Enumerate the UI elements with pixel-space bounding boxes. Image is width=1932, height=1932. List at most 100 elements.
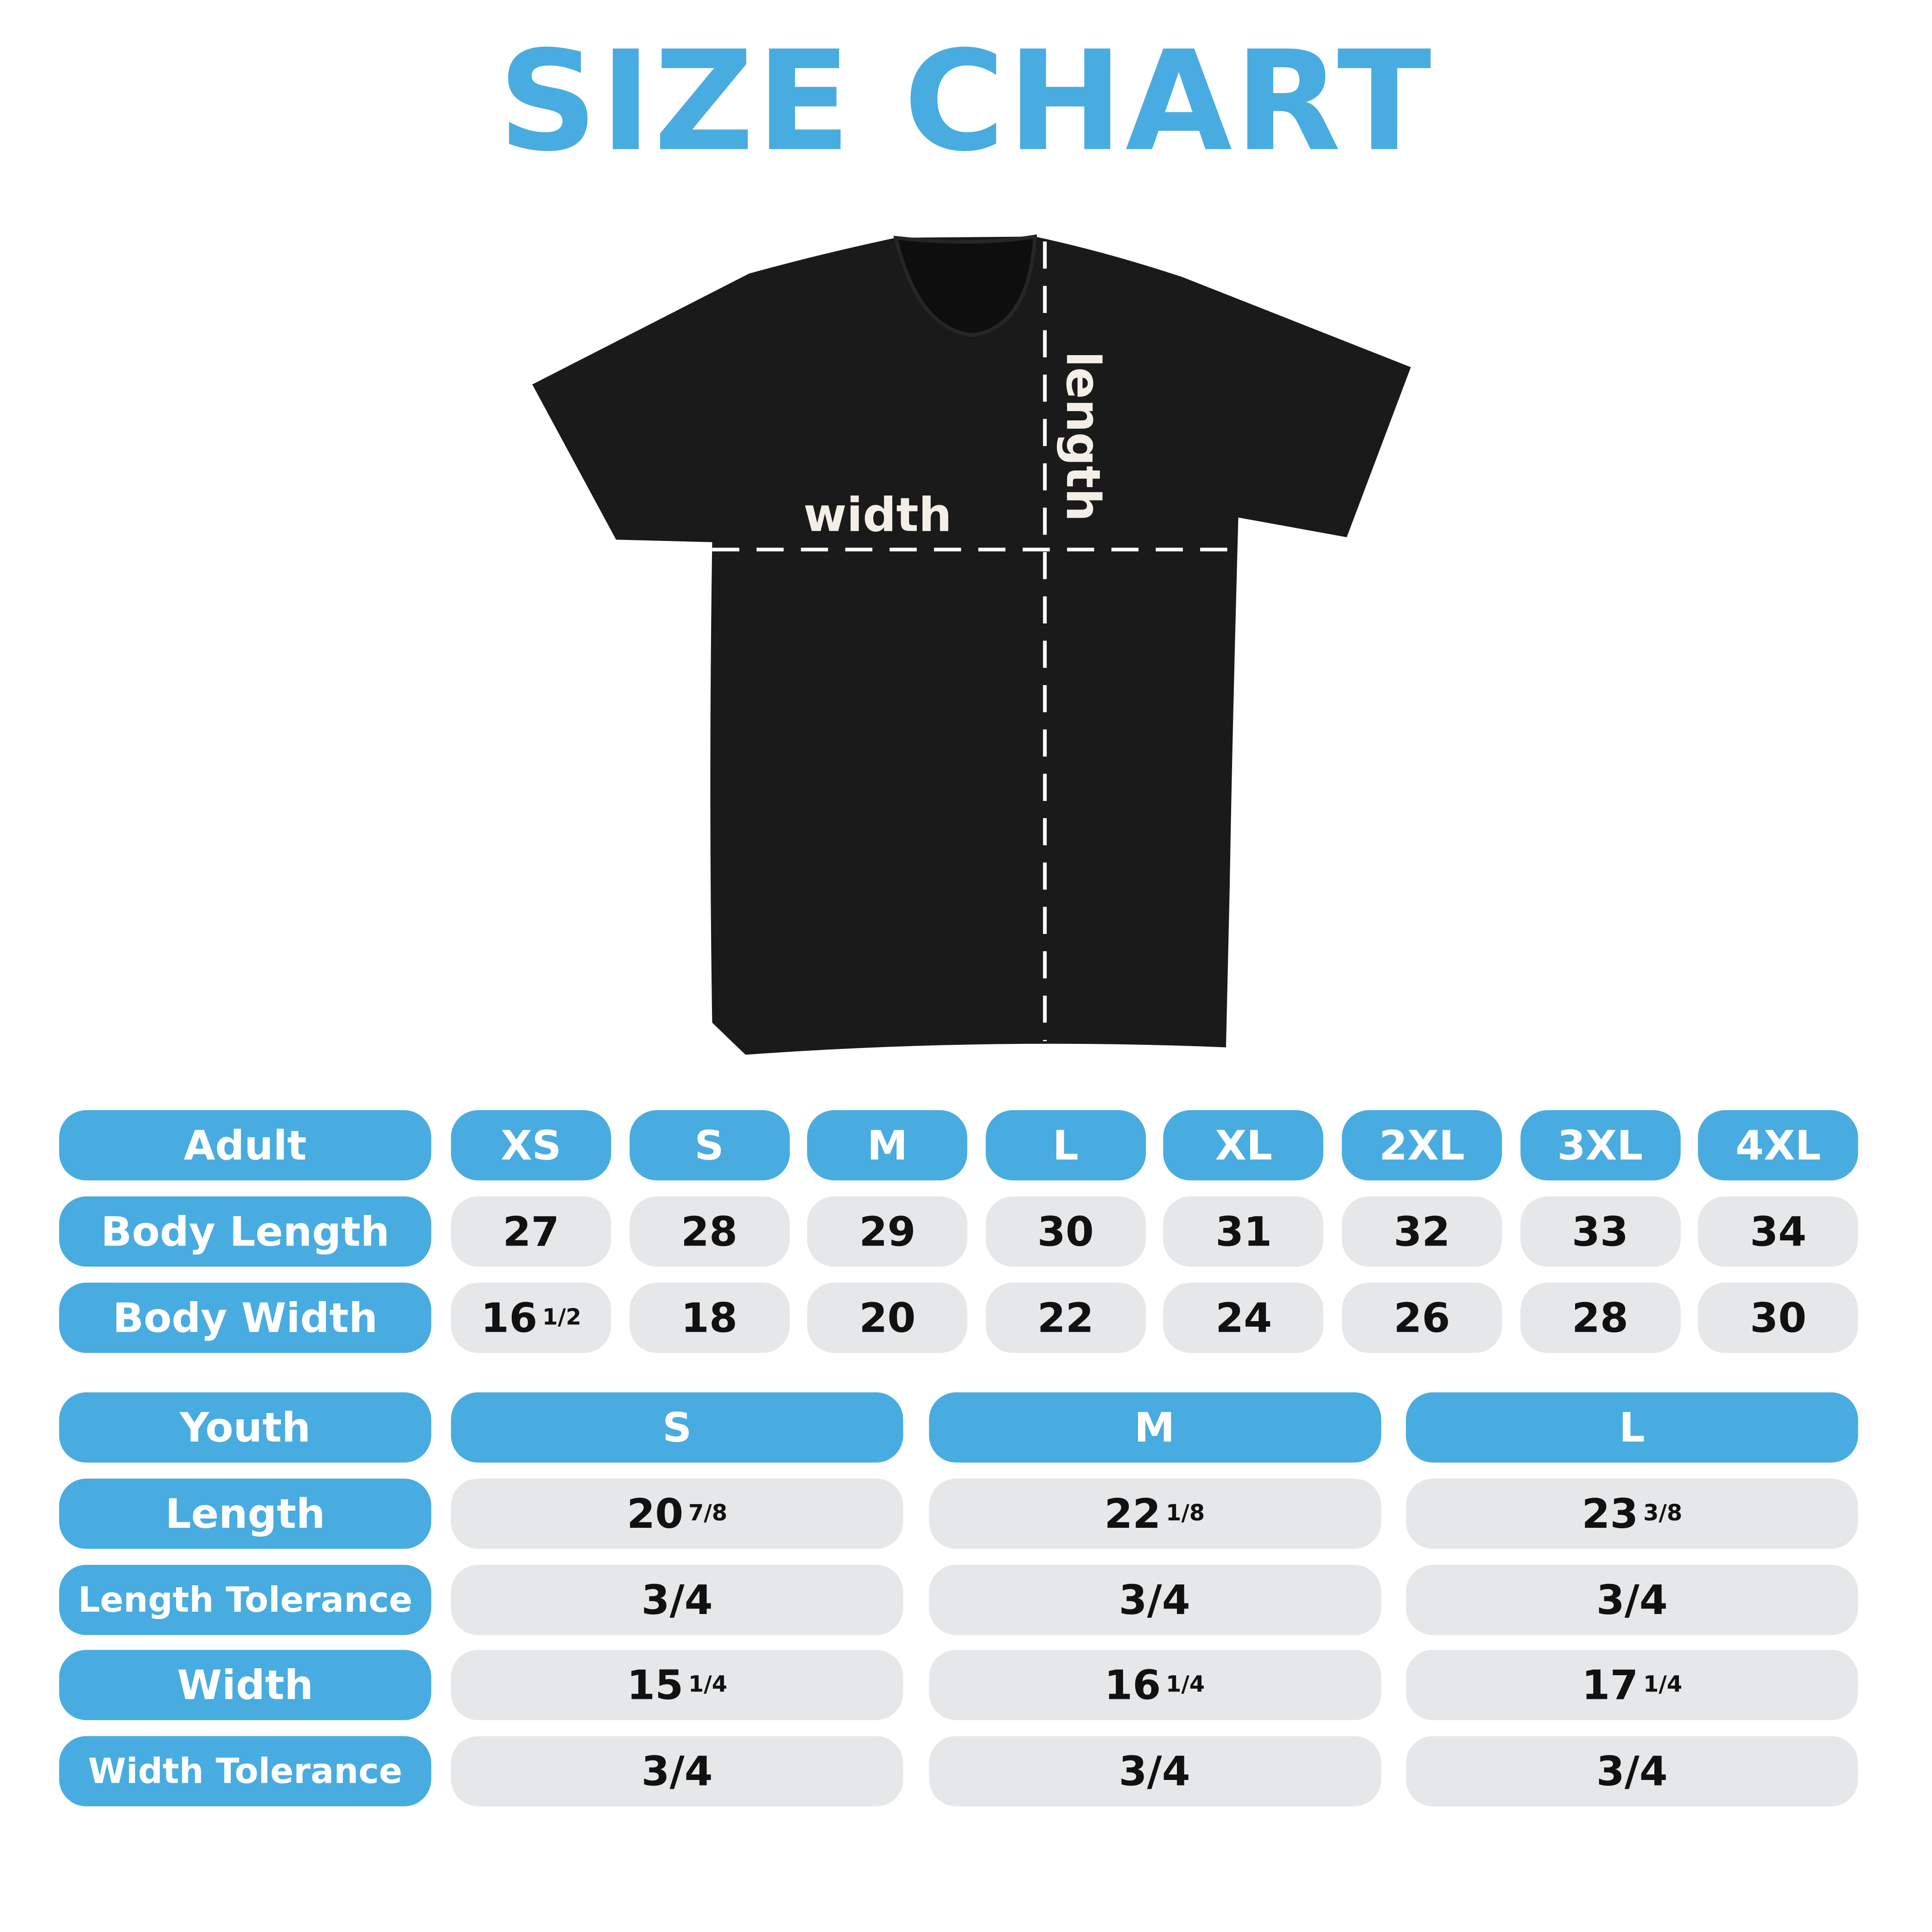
adult-size-2xl: 2XL	[1341, 1110, 1502, 1181]
cell-value: 23	[1582, 1489, 1639, 1538]
cell-value: L	[1619, 1403, 1645, 1452]
cell-value: 22	[1037, 1294, 1094, 1342]
youth-cell: 3/4	[1406, 1736, 1858, 1807]
cell-value: S	[662, 1403, 692, 1452]
youth-cell: 3/4	[451, 1736, 903, 1807]
cell-value: Length Tolerance	[78, 1579, 413, 1620]
cell-value: M	[1134, 1403, 1175, 1452]
youth-cell: 15 1/4	[451, 1650, 903, 1721]
youth-cell: 23 3/8	[1406, 1478, 1858, 1549]
youth-size-m: M	[928, 1392, 1381, 1463]
cell-value: 20	[859, 1294, 916, 1342]
cell-value: M	[867, 1121, 908, 1169]
adult-cell: 16 1/2	[451, 1283, 611, 1353]
adult-cell: 29	[807, 1196, 968, 1267]
length-label: length	[1056, 351, 1111, 522]
cell-value: 18	[680, 1294, 738, 1342]
cell-value: XS	[501, 1121, 562, 1169]
cell-value: 3/4	[1596, 1575, 1668, 1624]
adult-cell: 20	[807, 1283, 968, 1353]
page-title: SIZE CHART	[498, 22, 1434, 183]
cell-value: 29	[859, 1208, 916, 1256]
cell-value: 24	[1215, 1294, 1272, 1342]
cell-value: 3/4	[1596, 1747, 1668, 1796]
youth-cell: 3/4	[1406, 1564, 1858, 1635]
adult-cell: 22	[985, 1283, 1146, 1353]
cell-fraction: 3/8	[1643, 1500, 1683, 1526]
tshirt-collar	[893, 234, 1037, 337]
youth-cell: 16 1/4	[928, 1650, 1381, 1721]
adult-cell: 34	[1698, 1196, 1859, 1267]
adult-cell: 24	[1163, 1283, 1324, 1353]
cell-value: Width	[177, 1661, 313, 1710]
adult-size-3xl: 3XL	[1520, 1110, 1680, 1181]
adult-cell: 32	[1341, 1196, 1502, 1267]
adult-size-m: M	[807, 1110, 968, 1181]
cell-fraction: 1/2	[542, 1305, 582, 1331]
cell-value: 33	[1571, 1208, 1628, 1256]
cell-value: 20	[627, 1489, 684, 1538]
cell-value: 3/4	[641, 1747, 713, 1796]
adult-size-xs: XS	[451, 1110, 611, 1181]
youth-cell: 22 1/8	[928, 1478, 1381, 1549]
cell-fraction: 1/4	[1166, 1672, 1205, 1699]
cell-value: XL	[1215, 1121, 1272, 1169]
cell-value: S	[694, 1121, 724, 1169]
cell-fraction: 1/8	[1166, 1500, 1205, 1526]
adult-cell: 30	[1698, 1283, 1859, 1353]
cell-value: Body Length	[101, 1208, 390, 1256]
cell-value: L	[1052, 1121, 1079, 1169]
cell-value: Width Tolerance	[88, 1751, 402, 1792]
cell-value: 26	[1393, 1294, 1450, 1342]
cell-value: Youth	[179, 1403, 311, 1452]
youth-header: Youth	[59, 1392, 432, 1463]
youth-row-label: Length Tolerance	[59, 1564, 432, 1635]
cell-value: 30	[1750, 1294, 1807, 1342]
tshirt-diagram: width length	[532, 234, 1411, 1055]
cell-value: 32	[1393, 1208, 1450, 1256]
adult-cell: 26	[1341, 1283, 1502, 1353]
tshirt-shape	[532, 236, 1411, 1055]
cell-fraction: 1/4	[1643, 1672, 1683, 1699]
youth-cell: 17 1/4	[1406, 1650, 1858, 1721]
youth-cell: 3/4	[928, 1736, 1381, 1807]
cell-value: 4XL	[1735, 1121, 1821, 1169]
cell-value: 15	[627, 1661, 684, 1710]
adult-row-label: Body Width	[59, 1283, 432, 1353]
cell-value: 3/4	[641, 1575, 713, 1624]
adult-cell: 28	[629, 1196, 789, 1267]
cell-value: 2XL	[1379, 1121, 1465, 1169]
cell-value: 28	[680, 1208, 738, 1256]
cell-value: 27	[502, 1208, 559, 1256]
adult-cell: 28	[1520, 1283, 1680, 1353]
cell-value: 31	[1215, 1208, 1272, 1256]
cell-value: 30	[1037, 1208, 1094, 1256]
cell-value: Adult	[184, 1121, 307, 1169]
adult-cell: 30	[985, 1196, 1146, 1267]
cell-value: 3/4	[1119, 1747, 1190, 1796]
youth-cell: 20 7/8	[451, 1478, 903, 1549]
cell-value: 3/4	[1119, 1575, 1190, 1624]
adult-size-s: S	[629, 1110, 789, 1181]
cell-value: 16	[1104, 1661, 1161, 1710]
cell-value: 3XL	[1557, 1121, 1643, 1169]
cell-value: 28	[1571, 1294, 1628, 1342]
adult-cell: 18	[629, 1283, 789, 1353]
youth-size-s: S	[451, 1392, 903, 1463]
cell-value: 34	[1750, 1208, 1807, 1256]
cell-value: Length	[165, 1489, 325, 1538]
adult-cell: 31	[1163, 1196, 1324, 1267]
youth-cell: 3/4	[451, 1564, 903, 1635]
adult-cell: 33	[1520, 1196, 1680, 1267]
cell-fraction: 7/8	[688, 1500, 728, 1526]
youth-row-label: Length	[59, 1478, 432, 1549]
youth-row-label: Width Tolerance	[59, 1736, 432, 1807]
adult-size-l: L	[985, 1110, 1146, 1181]
adult-size-4xl: 4XL	[1698, 1110, 1859, 1181]
adult-cell: 27	[451, 1196, 611, 1267]
adult-header: Adult	[59, 1110, 432, 1181]
cell-value: 16	[481, 1294, 538, 1342]
youth-row-label: Width	[59, 1650, 432, 1721]
cell-value: 17	[1582, 1661, 1639, 1710]
